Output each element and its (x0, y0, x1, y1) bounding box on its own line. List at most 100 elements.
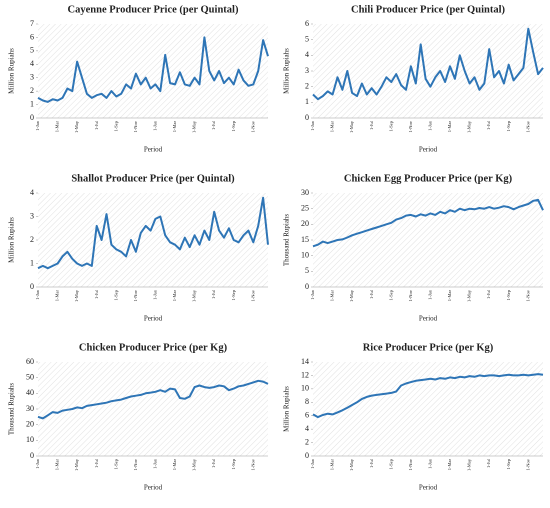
x-tick-label: 1-May (349, 289, 354, 302)
y-tick-label: 4 (305, 424, 309, 433)
x-tick-label: 1-Sep (231, 120, 236, 131)
y-tick-label: 1 (30, 99, 34, 108)
x-tick-label: 1-Jul (486, 458, 491, 468)
x-tick-label: 1-Sep (388, 120, 393, 131)
y-tick-label: 20 (301, 219, 309, 228)
x-tick-label: 1-Jan (310, 289, 315, 299)
x-tick-label: 1-May (74, 289, 79, 302)
y-tick-label: 3 (30, 73, 34, 82)
plot-area (313, 362, 543, 456)
x-tick-label: 1-Sep (113, 289, 118, 300)
x-tick-label: 1-May (192, 289, 197, 302)
x-tick-label: 1-Jan (35, 458, 40, 468)
x-tick-label: 1-Mar (447, 459, 452, 471)
y-tick-label: 5 (305, 266, 309, 275)
x-axis-label: Period (144, 484, 163, 492)
y-tick-label: 3 (305, 66, 309, 75)
x-axis-label: Period (419, 146, 438, 154)
x-tick-label: 1-Jul (369, 289, 374, 299)
x-tick-label: 1-Nov (250, 289, 255, 301)
y-tick-label: 10 (26, 435, 34, 444)
y-tick-label: 3 (30, 211, 34, 220)
x-tick-label: 1-Mar (172, 290, 177, 302)
data-line (37, 379, 269, 420)
y-tick-label: 50 (26, 372, 34, 381)
chart-title: Rice Producer Price (per Kg) (363, 342, 494, 353)
y-tick-label: 60 (26, 357, 34, 366)
x-tick-label: 1-May (74, 120, 79, 133)
y-tick-label: 10 (301, 384, 309, 393)
x-tick-label: 1-Mar (447, 290, 452, 302)
y-tick-label: 0 (305, 282, 309, 291)
y-tick-label: 8 (305, 397, 309, 406)
x-tick-label: 1-Sep (506, 120, 511, 131)
y-tick-label: 30 (301, 188, 309, 197)
x-tick-label: 1-Nov (408, 289, 413, 301)
y-tick-label: 40 (26, 388, 34, 397)
x-tick-label: 1-Nov (525, 458, 530, 470)
x-tick-label: 1-Jan (427, 120, 432, 130)
plot-area (313, 24, 543, 118)
x-tick-label: 1-May (349, 120, 354, 133)
x-tick-label: 1-Nov (525, 120, 530, 132)
y-tick-label: 2 (30, 235, 34, 244)
x-axis-label: Period (144, 315, 163, 323)
x-tick-label: 1-Jul (486, 120, 491, 130)
chart-title: Shallot Producer Price (per Quintal) (71, 173, 235, 184)
y-tick-label: 1 (305, 97, 309, 106)
x-tick-label: 1-Sep (113, 120, 118, 131)
x-tick-label: 1-Mar (330, 121, 335, 133)
x-tick-label: 1-Jul (369, 120, 374, 130)
y-tick-label: 0 (30, 113, 34, 122)
plot-area (38, 24, 268, 118)
data-line (37, 36, 269, 103)
x-tick-label: 1-Jan (427, 458, 432, 468)
x-tick-label: 1-Nov (408, 120, 413, 132)
y-tick-label: 30 (26, 404, 34, 413)
x-tick-label: 1-Sep (231, 458, 236, 469)
data-line (312, 373, 544, 419)
x-tick-label: 1-Jul (211, 289, 216, 299)
x-tick-label: 1-Nov (525, 289, 530, 301)
y-tick-label: 1 (30, 258, 34, 267)
x-tick-label: 1-May (349, 458, 354, 471)
y-tick-label: 0 (30, 451, 34, 460)
data-line (37, 196, 269, 270)
x-tick-label: 1-Sep (388, 458, 393, 469)
y-axis-label: Million Rupiahs (8, 217, 16, 263)
x-tick-label: 1-Jul (211, 458, 216, 468)
x-tick-label: 1-Jul (94, 289, 99, 299)
y-axis-label: Million Rupiahs (283, 48, 291, 94)
plot-area (313, 193, 543, 287)
chart-title: Cayenne Producer Price (per Quintal) (68, 4, 239, 15)
x-tick-label: 1-Mar (172, 459, 177, 471)
y-tick-label: 5 (30, 46, 34, 55)
y-tick-label: 12 (301, 370, 309, 379)
x-tick-label: 1-Jan (35, 120, 40, 130)
x-tick-label: 1-Mar (55, 459, 60, 471)
x-tick-label: 1-May (467, 458, 472, 471)
x-tick-label: 1-Jan (35, 289, 40, 299)
x-tick-label: 1-Sep (388, 289, 393, 300)
y-tick-label: 20 (26, 419, 34, 428)
y-tick-label: 15 (301, 235, 309, 244)
x-tick-label: 1-May (192, 458, 197, 471)
x-tick-label: 1-Sep (113, 458, 118, 469)
y-tick-label: 6 (30, 32, 34, 41)
y-tick-label: 0 (305, 451, 309, 460)
y-axis-label: Million Rupiahs (283, 386, 291, 432)
x-tick-label: 1-May (74, 458, 79, 471)
x-tick-label: 1-Nov (250, 458, 255, 470)
x-tick-label: 1-Mar (330, 459, 335, 471)
x-tick-label: 1-Jan (310, 120, 315, 130)
x-tick-label: 1-Sep (506, 458, 511, 469)
x-tick-label: 1-Nov (133, 458, 138, 470)
x-tick-label: 1-Sep (231, 289, 236, 300)
y-tick-label: 5 (305, 34, 309, 43)
y-tick-label: 4 (30, 188, 34, 197)
x-tick-label: 1-Jul (211, 120, 216, 130)
x-axis-label: Period (144, 146, 163, 154)
x-tick-label: 1-Nov (408, 458, 413, 470)
x-tick-label: 1-Mar (330, 290, 335, 302)
data-line (312, 27, 544, 101)
